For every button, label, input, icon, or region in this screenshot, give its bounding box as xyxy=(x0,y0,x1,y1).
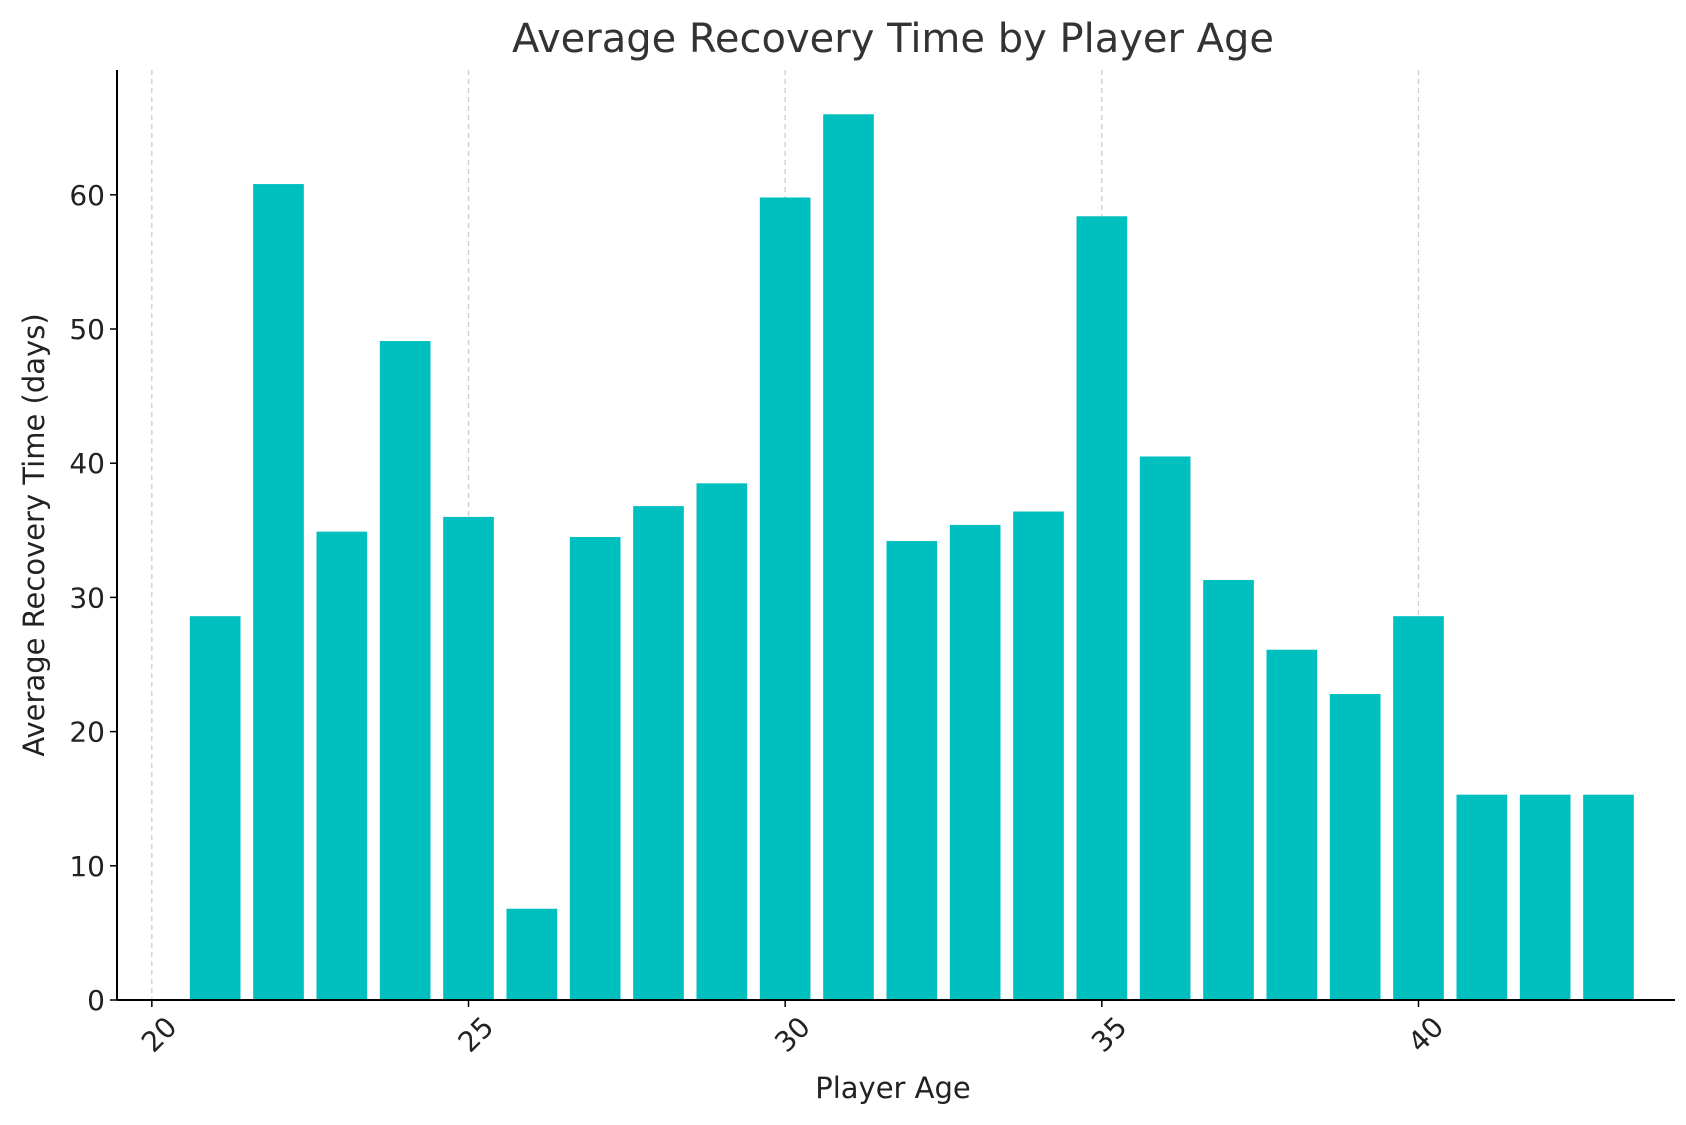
bar-age-29 xyxy=(696,483,748,1000)
y-axis-label: Average Recovery Time (days) xyxy=(17,313,51,756)
bar-age-30 xyxy=(759,197,811,1000)
x-tick-label-30: 30 xyxy=(768,1010,817,1059)
bar-age-27 xyxy=(569,537,621,1000)
bar-age-41 xyxy=(1456,794,1508,1000)
y-tick-label-20: 20 xyxy=(69,716,105,749)
y-tick-label-40: 40 xyxy=(69,447,105,480)
x-tick-label-20: 20 xyxy=(135,1010,184,1059)
bar-age-34 xyxy=(1013,511,1064,1000)
bar-age-26 xyxy=(506,908,558,1000)
y-ticks: 0 10 20 30 40 50 60 xyxy=(69,179,117,1017)
bar-age-35 xyxy=(1076,216,1128,1001)
y-tick-label-60: 60 xyxy=(69,179,105,212)
axes xyxy=(116,70,1675,1001)
y-tick-label-10: 10 xyxy=(69,850,105,883)
y-tick-label-0: 0 xyxy=(87,984,105,1017)
chart-title: Average Recovery Time by Player Age xyxy=(512,16,1274,62)
bar-age-24 xyxy=(379,341,431,1000)
bar-age-36 xyxy=(1139,456,1191,1000)
bar-age-21 xyxy=(189,616,241,1000)
bar-age-31 xyxy=(823,114,874,1001)
x-axis-label: Player Age xyxy=(815,1071,971,1105)
bar-age-42 xyxy=(1519,794,1571,1000)
bars xyxy=(189,114,1634,1001)
bar-age-22 xyxy=(253,184,304,1000)
y-tick-label-30: 30 xyxy=(69,581,105,614)
bar-age-40 xyxy=(1393,616,1444,1000)
x-tick-label-40: 40 xyxy=(1402,1010,1451,1059)
bar-age-39 xyxy=(1329,694,1381,1000)
x-tick-label-35: 35 xyxy=(1085,1010,1134,1059)
x-ticks: 20 25 30 35 40 xyxy=(135,1000,1450,1059)
bar-age-38 xyxy=(1266,649,1318,1000)
bar-age-25 xyxy=(443,516,494,1000)
bar-age-37 xyxy=(1203,579,1254,1000)
bar-age-23 xyxy=(316,531,368,1000)
bar-age-32 xyxy=(886,541,938,1000)
bar-age-43 xyxy=(1583,794,1634,1000)
y-tick-label-50: 50 xyxy=(69,313,105,346)
bar-age-33 xyxy=(949,524,1001,1000)
x-tick-label-25: 25 xyxy=(452,1010,501,1059)
bar-age-28 xyxy=(633,506,684,1000)
